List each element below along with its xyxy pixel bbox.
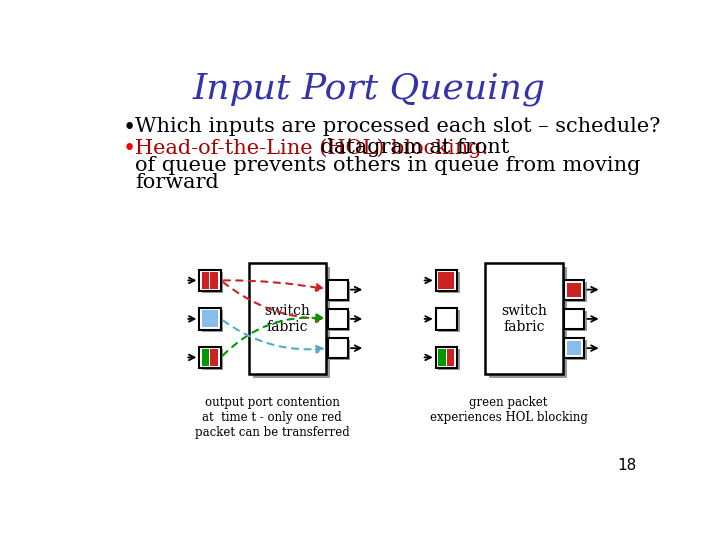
FancyBboxPatch shape xyxy=(328,309,348,329)
Text: Input Port Queuing: Input Port Queuing xyxy=(192,72,546,106)
FancyBboxPatch shape xyxy=(210,272,218,289)
Text: •: • xyxy=(122,138,136,160)
Text: switch
fabric: switch fabric xyxy=(501,304,547,334)
FancyBboxPatch shape xyxy=(253,267,330,378)
FancyBboxPatch shape xyxy=(210,349,218,366)
FancyBboxPatch shape xyxy=(199,269,221,291)
Text: forward: forward xyxy=(135,173,219,192)
FancyArrowPatch shape xyxy=(223,314,323,355)
FancyBboxPatch shape xyxy=(438,349,446,366)
FancyBboxPatch shape xyxy=(436,308,457,330)
FancyBboxPatch shape xyxy=(567,282,587,302)
FancyBboxPatch shape xyxy=(330,282,351,302)
FancyArrowPatch shape xyxy=(223,282,323,322)
FancyBboxPatch shape xyxy=(564,309,585,329)
Text: switch
fabric: switch fabric xyxy=(265,304,310,334)
FancyBboxPatch shape xyxy=(564,280,585,300)
Text: of queue prevents others in queue from moving: of queue prevents others in queue from m… xyxy=(135,156,640,174)
FancyBboxPatch shape xyxy=(436,269,457,291)
FancyBboxPatch shape xyxy=(199,347,221,368)
FancyBboxPatch shape xyxy=(567,340,587,361)
FancyBboxPatch shape xyxy=(328,338,348,358)
FancyBboxPatch shape xyxy=(202,349,223,370)
FancyBboxPatch shape xyxy=(202,310,218,327)
FancyBboxPatch shape xyxy=(438,349,459,370)
FancyBboxPatch shape xyxy=(202,310,223,332)
FancyBboxPatch shape xyxy=(446,349,454,366)
FancyBboxPatch shape xyxy=(438,310,459,332)
FancyBboxPatch shape xyxy=(330,311,351,331)
FancyBboxPatch shape xyxy=(199,308,221,330)
FancyBboxPatch shape xyxy=(330,340,351,361)
Text: green packet
experiences HOL blocking: green packet experiences HOL blocking xyxy=(430,396,588,424)
FancyBboxPatch shape xyxy=(436,347,457,368)
FancyBboxPatch shape xyxy=(438,272,459,294)
FancyBboxPatch shape xyxy=(567,341,581,355)
FancyBboxPatch shape xyxy=(249,262,326,374)
FancyBboxPatch shape xyxy=(202,349,210,366)
FancyBboxPatch shape xyxy=(202,272,210,289)
Text: output port contention
at  time t - only one red
packet can be transferred: output port contention at time t - only … xyxy=(194,396,349,439)
FancyBboxPatch shape xyxy=(567,311,587,331)
Text: Head-of-the-Line (HOL) blocking:: Head-of-the-Line (HOL) blocking: xyxy=(135,138,488,158)
FancyBboxPatch shape xyxy=(564,338,585,358)
FancyBboxPatch shape xyxy=(202,272,223,294)
FancyBboxPatch shape xyxy=(485,262,563,374)
FancyBboxPatch shape xyxy=(438,272,454,289)
FancyArrowPatch shape xyxy=(223,321,323,353)
Text: datagram at front: datagram at front xyxy=(313,138,509,157)
Text: 18: 18 xyxy=(617,458,636,473)
FancyBboxPatch shape xyxy=(567,283,581,296)
FancyBboxPatch shape xyxy=(328,280,348,300)
Text: •: • xyxy=(122,117,136,139)
Text: Which inputs are processed each slot – schedule?: Which inputs are processed each slot – s… xyxy=(135,117,660,136)
FancyBboxPatch shape xyxy=(489,267,567,378)
FancyArrowPatch shape xyxy=(224,280,323,291)
